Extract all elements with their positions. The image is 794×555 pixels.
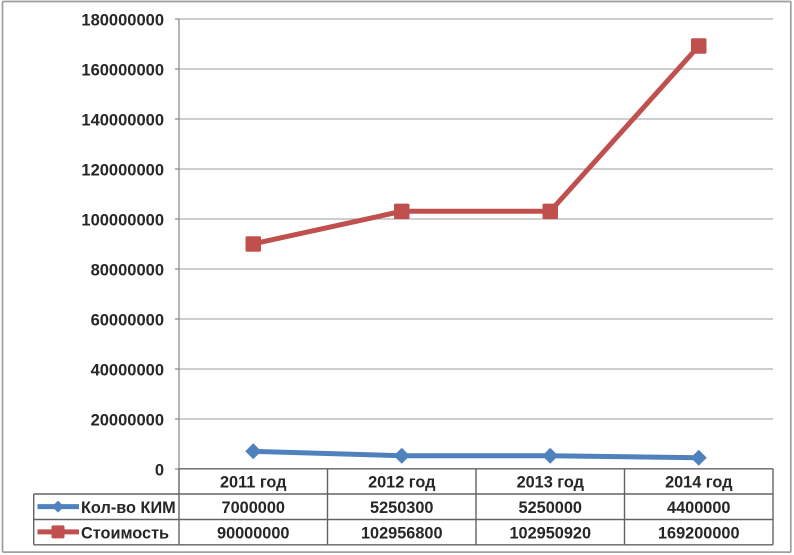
svg-text:5250300: 5250300 bbox=[370, 499, 433, 517]
svg-text:140000000: 140000000 bbox=[81, 111, 164, 129]
svg-text:90000000: 90000000 bbox=[217, 524, 289, 542]
svg-text:120000000: 120000000 bbox=[81, 161, 164, 179]
svg-text:4400000: 4400000 bbox=[667, 499, 730, 517]
svg-text:169200000: 169200000 bbox=[658, 524, 740, 542]
svg-text:Кол-во КИМ: Кол-во КИМ bbox=[81, 499, 176, 517]
svg-text:2014 год: 2014 год bbox=[665, 474, 733, 492]
svg-text:80000000: 80000000 bbox=[91, 261, 164, 279]
svg-text:180000000: 180000000 bbox=[81, 11, 164, 29]
svg-text:0: 0 bbox=[155, 461, 164, 479]
svg-text:100000000: 100000000 bbox=[81, 211, 164, 229]
svg-text:20000000: 20000000 bbox=[91, 411, 164, 429]
svg-text:Стоимость: Стоимость bbox=[81, 524, 169, 542]
svg-text:40000000: 40000000 bbox=[91, 361, 164, 379]
svg-text:7000000: 7000000 bbox=[222, 499, 285, 517]
svg-text:102950920: 102950920 bbox=[510, 524, 592, 542]
svg-text:2012 год: 2012 год bbox=[368, 474, 436, 492]
svg-text:60000000: 60000000 bbox=[91, 311, 164, 329]
svg-text:2013 год: 2013 год bbox=[517, 474, 585, 492]
svg-text:102956800: 102956800 bbox=[361, 524, 443, 542]
svg-text:5250000: 5250000 bbox=[519, 499, 582, 517]
svg-text:2011 год: 2011 год bbox=[220, 474, 287, 492]
svg-text:160000000: 160000000 bbox=[81, 61, 164, 79]
